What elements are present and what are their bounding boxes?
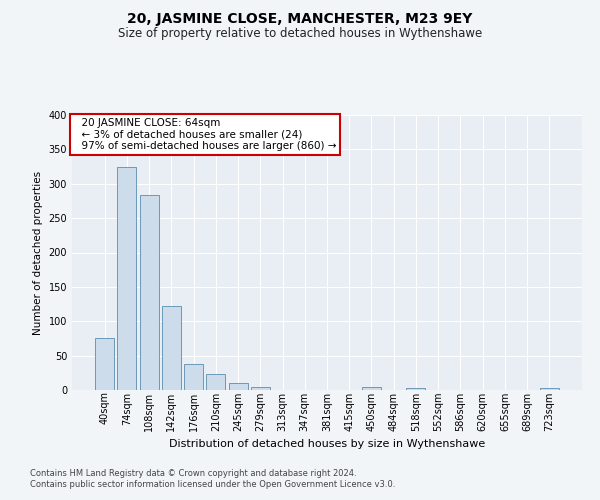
Bar xyxy=(140,196,158,390)
Text: 20, JASMINE CLOSE, MANCHESTER, M23 9EY: 20, JASMINE CLOSE, MANCHESTER, M23 9EY xyxy=(127,12,473,26)
Bar xyxy=(229,383,248,390)
Text: Contains HM Land Registry data © Crown copyright and database right 2024.: Contains HM Land Registry data © Crown c… xyxy=(30,468,356,477)
Bar xyxy=(206,374,225,390)
X-axis label: Distribution of detached houses by size in Wythenshawe: Distribution of detached houses by size … xyxy=(169,439,485,449)
Bar xyxy=(406,388,425,390)
Bar xyxy=(251,387,270,390)
Y-axis label: Number of detached properties: Number of detached properties xyxy=(33,170,43,334)
Text: Size of property relative to detached houses in Wythenshawe: Size of property relative to detached ho… xyxy=(118,28,482,40)
Bar xyxy=(362,386,381,390)
Text: Contains public sector information licensed under the Open Government Licence v3: Contains public sector information licen… xyxy=(30,480,395,489)
Text: 20 JASMINE CLOSE: 64sqm
  ← 3% of detached houses are smaller (24)
  97% of semi: 20 JASMINE CLOSE: 64sqm ← 3% of detached… xyxy=(74,118,336,151)
Bar xyxy=(118,166,136,390)
Bar xyxy=(184,364,203,390)
Bar xyxy=(95,338,114,390)
Bar xyxy=(540,388,559,390)
Bar xyxy=(162,306,181,390)
